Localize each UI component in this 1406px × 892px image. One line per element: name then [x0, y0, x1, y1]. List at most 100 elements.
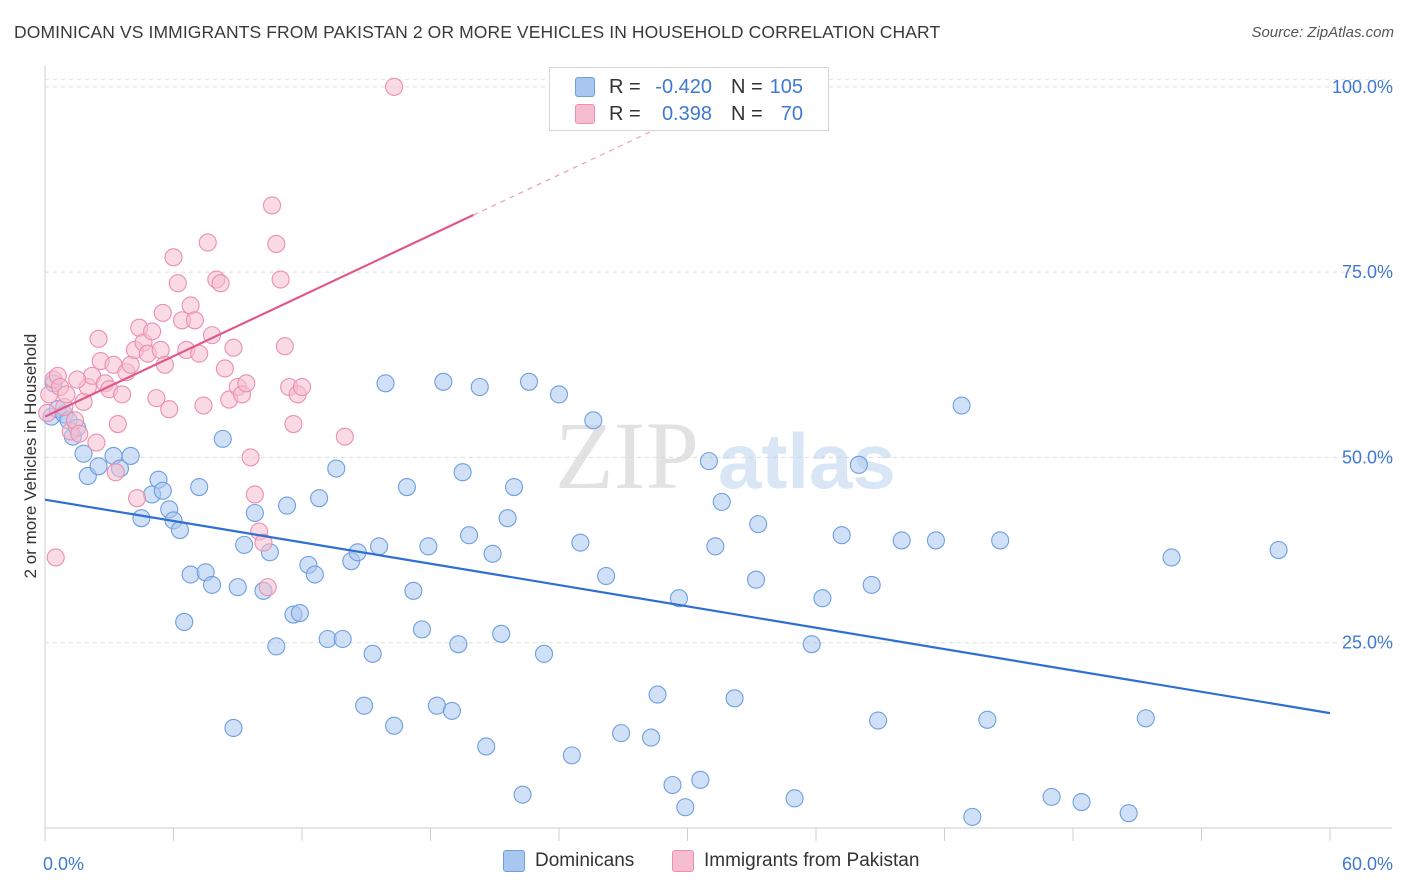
legend-swatch-dominicans	[503, 850, 525, 872]
stats-swatch-dominicans	[575, 77, 595, 97]
data-point	[1136, 709, 1155, 728]
data-point	[1072, 793, 1091, 812]
data-point	[228, 578, 247, 597]
data-point	[470, 377, 489, 397]
data-point	[89, 457, 108, 476]
data-point	[419, 537, 438, 556]
data-point	[113, 385, 132, 404]
data-point	[241, 448, 260, 467]
data-point	[70, 424, 89, 443]
data-point	[706, 537, 725, 556]
data-point	[181, 565, 200, 584]
data-point	[305, 565, 324, 584]
data-point	[277, 496, 297, 515]
data-point	[267, 637, 286, 656]
watermark-atlas: atlas	[718, 417, 896, 505]
data-point	[1042, 787, 1061, 806]
legend-item-pakistan[interactable]: Immigrants from Pakistan	[672, 850, 919, 872]
data-point	[813, 589, 832, 608]
data-point	[453, 463, 472, 482]
stats-r-value: 0.398	[661, 102, 712, 125]
data-point	[128, 489, 147, 508]
data-point	[153, 303, 172, 322]
x-tick-label-min: 0.0%	[43, 854, 84, 874]
data-point	[106, 463, 125, 482]
data-point	[147, 389, 166, 408]
series-dominicans	[42, 372, 1288, 826]
data-point	[991, 531, 1010, 550]
data-point	[963, 807, 982, 826]
data-point	[648, 685, 667, 704]
data-point	[725, 689, 744, 708]
data-point	[459, 526, 479, 545]
data-point	[245, 503, 264, 523]
data-point	[194, 396, 213, 415]
data-point	[284, 415, 303, 434]
data-point	[427, 696, 446, 715]
stats-n-label: N =	[731, 75, 763, 98]
data-point	[271, 270, 290, 289]
stats-row-pakistan: R = 0.398 N = 70	[550, 100, 830, 128]
data-point	[155, 355, 174, 374]
data-point	[1269, 541, 1288, 560]
stats-swatch-pakistan	[575, 104, 595, 124]
data-point	[849, 455, 868, 474]
data-point	[211, 274, 230, 293]
data-point	[132, 509, 151, 528]
chart-title: DOMINICAN VS IMMIGRANTS FROM PAKISTAN 2 …	[14, 22, 941, 42]
data-point	[584, 411, 603, 430]
data-point	[74, 444, 93, 463]
data-point	[612, 724, 631, 743]
data-point	[663, 775, 682, 795]
data-point	[121, 446, 140, 465]
data-point	[254, 533, 273, 552]
data-point	[370, 537, 389, 556]
data-point	[108, 415, 127, 434]
data-point	[275, 337, 294, 356]
data-point	[746, 570, 766, 589]
data-point	[376, 374, 395, 393]
data-point	[669, 589, 688, 608]
data-point	[513, 785, 532, 804]
data-point	[235, 535, 254, 554]
tick-labels: 25.0% 50.0% 75.0% 100.0% 0.0% 60.0%	[43, 77, 1393, 874]
axes	[44, 66, 1392, 841]
data-point	[642, 728, 661, 747]
data-point	[691, 770, 710, 789]
data-point	[164, 248, 183, 267]
data-point	[224, 338, 243, 357]
trend-lines	[44, 78, 1331, 715]
series-pakistan	[38, 77, 404, 597]
data-point	[434, 372, 453, 391]
data-point	[442, 701, 461, 720]
data-point	[57, 385, 76, 404]
data-point	[237, 374, 256, 393]
y-tick-label: 50.0%	[1342, 447, 1393, 467]
data-point	[862, 575, 881, 594]
stats-r-label: R =	[609, 102, 641, 125]
legend-item-dominicans[interactable]: Dominicans	[503, 850, 634, 872]
data-point	[483, 544, 502, 563]
data-point	[712, 492, 731, 511]
watermark-zip: ZIP	[555, 402, 699, 509]
data-point	[869, 711, 888, 730]
data-point	[292, 377, 312, 397]
data-point	[363, 644, 382, 663]
y-axis-label: 2 or more Vehicles in Household	[21, 334, 40, 579]
data-point	[498, 509, 517, 528]
legend-swatch-pakistan	[672, 850, 694, 872]
data-point	[534, 644, 554, 663]
stats-r-value: -0.420	[655, 75, 712, 98]
data-point	[310, 489, 329, 508]
stats-r-label: R =	[609, 75, 641, 98]
data-point	[597, 566, 616, 586]
data-point	[832, 526, 851, 545]
trend-line-dominicans	[44, 498, 1331, 715]
chart-legend: Dominicans Immigrants from Pakistan	[0, 850, 1406, 880]
stats-n-value: 70	[780, 102, 803, 125]
data-point	[412, 620, 431, 639]
data-point	[562, 746, 581, 765]
data-point	[355, 696, 374, 715]
data-point	[802, 635, 821, 654]
